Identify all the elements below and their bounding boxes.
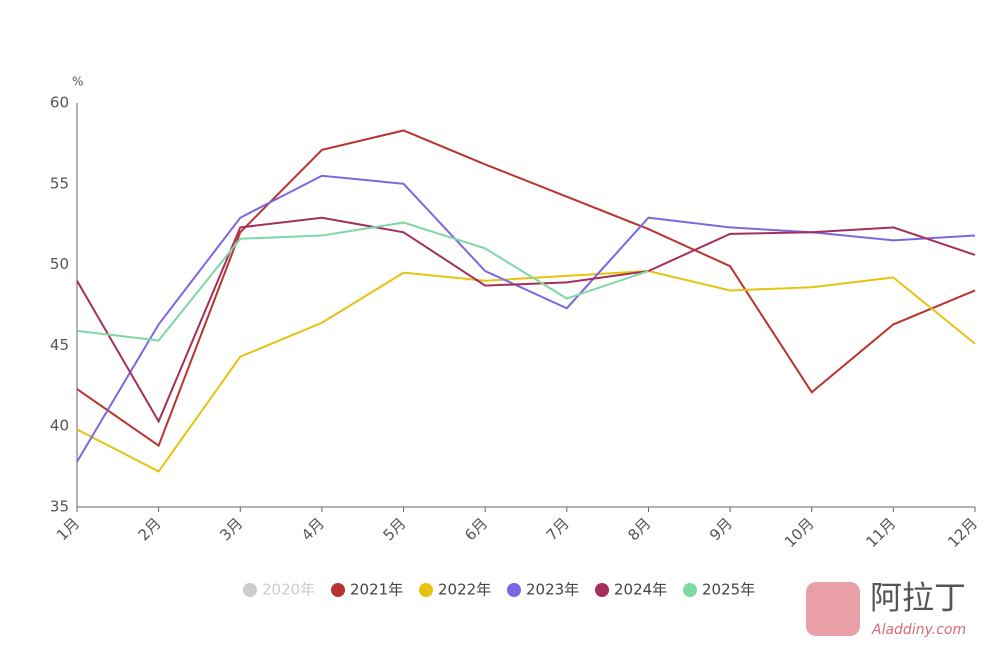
x-tick-label: 12月 [944, 514, 981, 551]
legend-marker [331, 583, 345, 597]
x-tick-label: 5月 [379, 514, 409, 544]
series-line [76, 174, 976, 463]
legend-label[interactable]: 2020年 [262, 581, 315, 599]
x-tick-label: 3月 [216, 514, 246, 544]
y-tick-label: 50 [50, 255, 69, 273]
logo-site: Aladdiny.com [871, 622, 966, 638]
legend-label[interactable]: 2024年 [614, 581, 667, 599]
legend-label[interactable]: 2025年 [702, 581, 755, 599]
series-line [76, 221, 649, 342]
y-tick-label: 45 [50, 336, 69, 354]
y-tick-label: 40 [50, 417, 69, 435]
legend-marker [507, 583, 521, 597]
y-tick-label: 55 [50, 174, 69, 192]
series-line [76, 270, 976, 473]
x-tick-label: 2月 [135, 514, 165, 544]
legend-label[interactable]: 2022年 [438, 581, 491, 599]
legend-marker [595, 583, 609, 597]
logo-icon [806, 582, 860, 636]
x-tick-label: 11月 [863, 514, 900, 551]
logo-name: 阿拉丁 [870, 579, 966, 617]
x-tick-label: 4月 [298, 514, 328, 544]
y-unit: % [72, 75, 83, 89]
legend-label[interactable]: 2023年 [526, 581, 579, 599]
x-tick-label: 7月 [543, 514, 573, 544]
y-tick-label: 35 [50, 498, 69, 516]
series-line [76, 216, 976, 424]
x-tick-label: 1月 [53, 514, 83, 544]
y-tick-label: 60 [50, 94, 69, 112]
legend-marker [683, 583, 697, 597]
legend-marker [243, 583, 257, 597]
series-line [76, 129, 976, 448]
x-tick-label: 9月 [706, 514, 736, 544]
x-tick-label: 6月 [461, 514, 491, 544]
x-tick-label: 10月 [781, 514, 818, 551]
x-tick-label: 8月 [624, 514, 654, 544]
legend-label[interactable]: 2021年 [350, 581, 403, 599]
legend-marker [419, 583, 433, 597]
